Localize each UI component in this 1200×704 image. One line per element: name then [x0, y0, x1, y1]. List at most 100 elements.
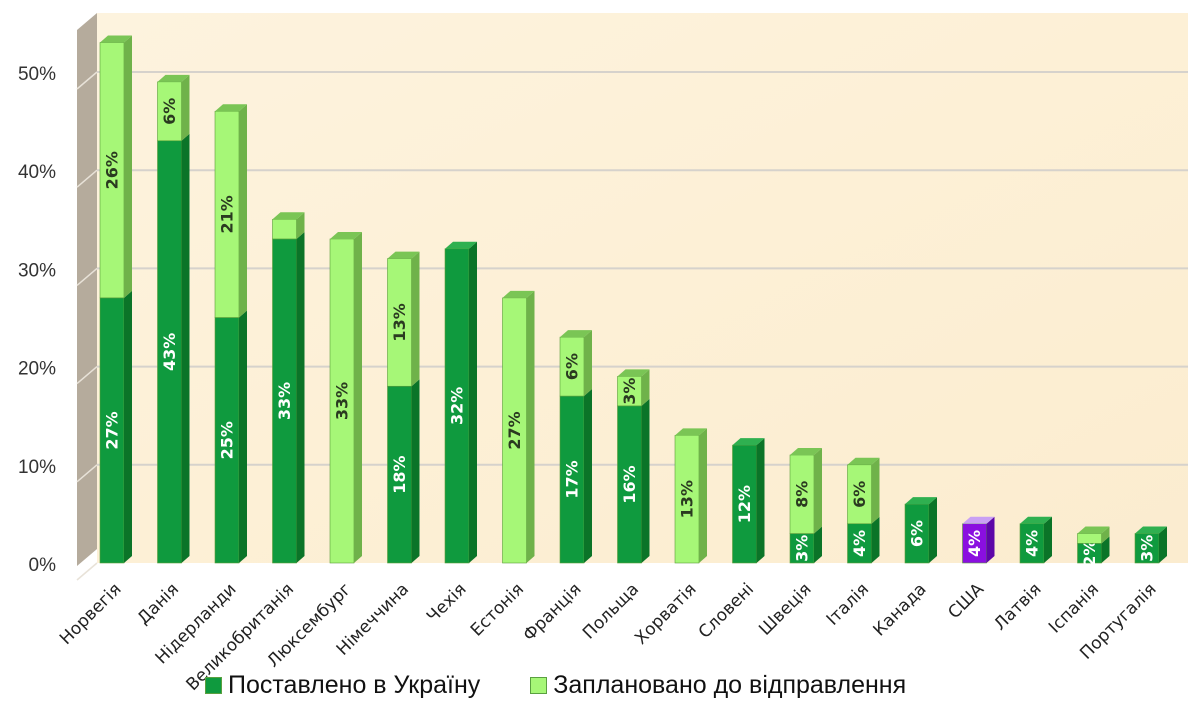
y-axis: 0% 10% 20% 30% 40% 50%	[18, 64, 56, 576]
bar-top	[847, 457, 880, 465]
bar-planned-side	[584, 330, 592, 397]
bar-planned-side	[296, 212, 305, 239]
data-label: 32%	[448, 387, 467, 425]
bar-delivered-side	[641, 398, 650, 563]
bar-planned-side	[814, 447, 822, 534]
x-tick-label: Латвія	[990, 579, 1045, 634]
bar-delivered-side	[124, 290, 132, 563]
bar-group: 32%	[444, 241, 477, 564]
data-label: 4%	[1023, 530, 1042, 557]
data-label: 3%	[1138, 535, 1157, 562]
bar-group: 3% 8%	[789, 447, 822, 564]
bar-planned	[789, 454, 815, 534]
bar-top	[272, 212, 305, 220]
x-tick-label: Франція	[519, 579, 585, 645]
x-tick-label: Норвегія	[56, 579, 126, 649]
data-label: 17%	[563, 460, 582, 498]
data-label: 33%	[333, 382, 352, 420]
bar-planned	[1077, 533, 1102, 544]
bar-top	[617, 369, 650, 377]
data-label: 6%	[908, 520, 927, 547]
y-tick-label: 50%	[18, 64, 56, 85]
legend-label-delivered: Поставлено в Україну	[228, 670, 481, 699]
bar-delivered-side	[1101, 536, 1110, 563]
data-label: 26%	[103, 151, 122, 189]
data-label: 27%	[103, 411, 122, 449]
x-tick-label: США	[944, 579, 988, 623]
bar-planned	[157, 81, 182, 142]
bar-top	[215, 104, 247, 112]
bar-top	[732, 438, 765, 446]
bar-top	[790, 447, 822, 455]
bar-planned-side	[526, 290, 535, 563]
data-label: 6%	[160, 98, 179, 125]
side-wall	[77, 13, 97, 566]
bars: 27% 26% 43% 6% 25% 21% 33% 33% 18% 13% 32% 27% 17% 6%…	[99, 35, 1167, 567]
x-tick-label: Данія	[134, 579, 183, 628]
bar-delivered-side	[756, 438, 765, 563]
data-label: 18%	[390, 455, 409, 493]
bar-planned	[329, 238, 355, 564]
plot-area: 0% 10% 20% 30% 40% 50% 27% 26% 43% 6% 25% 21% 33% 33…	[18, 13, 1188, 695]
legend-item-delivered: Поставлено в Україну	[205, 671, 480, 700]
bar-delivered-side	[239, 310, 247, 563]
bar-group: 4%	[962, 516, 995, 564]
bar-delivered-side	[929, 497, 937, 563]
data-label: 8%	[793, 481, 812, 508]
bar-group: 2%	[1077, 526, 1110, 567]
data-label: 12%	[735, 485, 754, 523]
bar-planned	[559, 336, 585, 397]
data-label: 43%	[160, 333, 179, 371]
data-label: 13%	[390, 303, 409, 341]
bar-planned-side	[699, 428, 707, 563]
bar-top	[330, 231, 362, 239]
bar-planned-side	[124, 35, 132, 298]
x-tick-label: Іспанія	[1045, 579, 1103, 637]
data-label: 27%	[505, 411, 524, 449]
bar-planned-side	[181, 74, 190, 141]
gridline-side	[76, 562, 98, 581]
bar-group: 4% 6%	[847, 457, 880, 564]
bar-planned	[387, 258, 412, 387]
bar-top	[905, 497, 937, 505]
legend-label-planned: Заплановано до відправлення	[553, 670, 907, 699]
bar-delivered	[559, 395, 585, 564]
bar-top	[1020, 516, 1052, 524]
bar-delivered-side	[181, 133, 190, 564]
data-label: 4%	[850, 530, 869, 557]
legend-swatch-planned	[530, 676, 548, 694]
x-tick-label: Швеція	[755, 579, 815, 639]
bar-group: 3%	[1134, 526, 1167, 564]
bar-group: 17% 6%	[559, 330, 592, 564]
bar-top	[962, 516, 995, 524]
bar-top	[502, 290, 535, 298]
bar-delivered-side	[1159, 526, 1167, 563]
y-tick-label: 40%	[18, 162, 56, 183]
data-label: 16%	[620, 465, 639, 503]
bar-planned-side	[871, 457, 880, 524]
bar-group: 12%	[732, 438, 765, 564]
y-tick-label: 10%	[18, 457, 56, 478]
gridline-side	[76, 169, 98, 188]
gridline-side	[76, 71, 98, 90]
bar-delivered	[444, 248, 470, 564]
bar-planned	[214, 110, 240, 318]
bar-top	[1077, 526, 1110, 534]
bar-delivered-side	[986, 516, 995, 563]
bar-group: 13%	[674, 428, 707, 564]
y-tick-label: 30%	[18, 260, 56, 281]
bar-group: 27% 26%	[99, 35, 132, 564]
bar-top	[675, 428, 707, 436]
bar-group: 33%	[329, 231, 362, 564]
x-tick-label: Італія	[823, 579, 873, 629]
data-label: 3%	[620, 378, 639, 405]
legend-item-planned: Заплановано до відправлення	[530, 671, 906, 700]
bar-group: 6%	[904, 497, 937, 564]
legend: Поставлено в Україну Заплановано до відп…	[205, 668, 906, 702]
bar-delivered	[617, 405, 642, 564]
x-tick-label: Хорватія	[631, 579, 700, 648]
bar-planned-side	[239, 104, 247, 318]
bar-group: 27%	[502, 290, 535, 564]
bar-delivered-side	[871, 516, 880, 563]
